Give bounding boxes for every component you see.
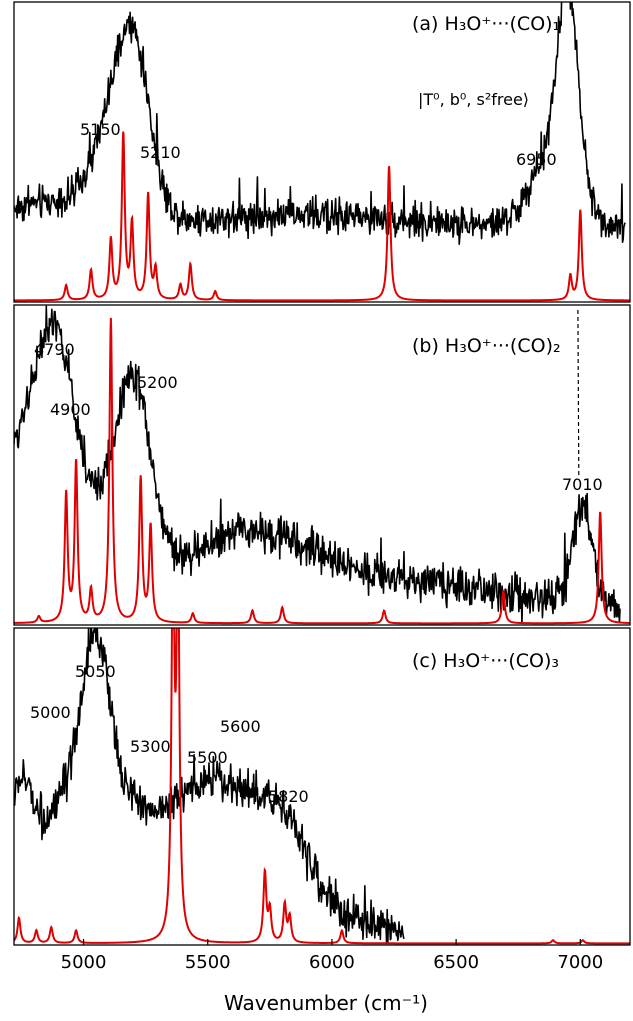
- panel-frame: [13, 1, 631, 303]
- experiment-series: [14, 305, 621, 625]
- peak-annotation: 5200: [137, 373, 178, 392]
- peak-annotation: 5600: [220, 717, 261, 736]
- peak-annotation: 5300: [130, 737, 171, 756]
- peak-annotation: 7010: [562, 475, 603, 494]
- panel-0: (a) H₃O⁺···(CO)₁ |T⁰, b⁰, s²free⟩ 5150 5210…: [13, 1, 631, 303]
- x-tick-label: 5500: [185, 952, 231, 973]
- theory-series: [14, 628, 630, 945]
- x-tick-label: 6500: [433, 952, 479, 973]
- peak-annotation: 5820: [268, 787, 309, 806]
- panel-frame: [13, 627, 631, 946]
- peak-annotation: 5150: [80, 120, 121, 139]
- panel-2: (c) H₃O⁺···(CO)₃ 5000 5050 5300 5500 5600 5820: [13, 627, 631, 946]
- dashed-connector: [577, 309, 580, 479]
- peak-annotation: 4900: [50, 400, 91, 419]
- panel-title: (c) H₃O⁺···(CO)₃: [412, 650, 559, 672]
- peak-annotation: 5210: [140, 143, 181, 162]
- panel-frame: [13, 304, 631, 626]
- x-axis-label: Wavenumber (cm⁻¹): [224, 991, 428, 1015]
- spectra-panels: (a) H₃O⁺···(CO)₁ |T⁰, b⁰, s²free⟩ 5150 5210…: [13, 1, 631, 946]
- x-axis-ticks: 5000 5500 6000 6500 7000: [61, 939, 603, 973]
- peak-annotation: 6950: [516, 150, 557, 169]
- peak-annotation: 5500: [187, 748, 228, 767]
- panel-title: (a) H₃O⁺···(CO)₁: [412, 13, 560, 35]
- panel-1: (b) H₃O⁺···(CO)₂ 4790 4900 5200 7010: [13, 304, 631, 626]
- x-tick-label: 5000: [61, 952, 107, 973]
- experiment-series: [14, 628, 405, 945]
- theory-series: [14, 131, 630, 302]
- panel-title: (b) H₃O⁺···(CO)₂: [412, 335, 561, 357]
- peak-annotation: 5000: [30, 703, 71, 722]
- x-tick-label: 6000: [309, 952, 355, 973]
- theory-series: [14, 317, 630, 625]
- experiment-series: [14, 2, 626, 246]
- x-tick-label: 7000: [557, 952, 603, 973]
- peak-annotation: 5050: [75, 662, 116, 681]
- peak-annotation: 4790: [34, 340, 75, 359]
- state-label: |T⁰, b⁰, s²free⟩: [418, 90, 529, 109]
